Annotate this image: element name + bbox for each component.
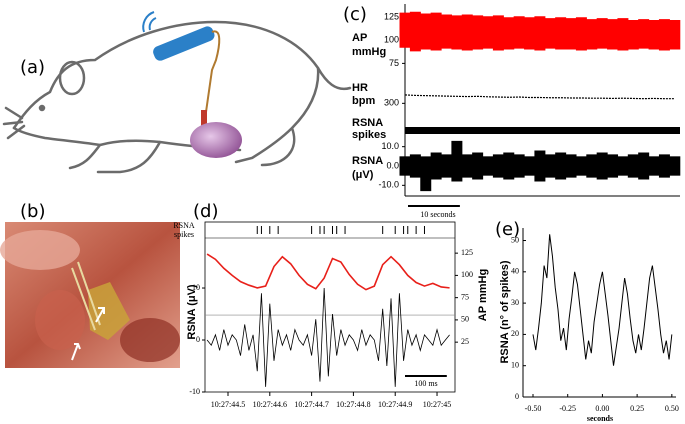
panel-label: (a) [20,57,45,78]
y-axis-label: HR [352,82,368,94]
rat-illustration [2,20,352,174]
scale-bar-label: 10 seconds [420,210,455,219]
y-axis-label: RSNA [352,117,383,129]
y-axis-label: RSNA (n° of spikes) [499,260,511,363]
y-axis-label: spikes [352,129,386,141]
y-tick-label: 10.0 [381,141,399,151]
trace-line [206,288,450,387]
x-tick-label: 10:27:44.9 [378,400,412,409]
y2-tick-label: 75 [461,292,469,301]
y-tick-label: -10 [189,387,200,396]
y2-axis-label: AP mmHg [477,269,489,321]
y-axis-label: RSNA [352,155,383,167]
trace-line [404,94,675,100]
transmitter [142,11,242,158]
x-tick-label: 10:27:44.6 [253,400,287,409]
y-axis-label: RSNA (μV) [186,284,198,340]
x-tick-label: -0.50 [525,404,542,413]
spikes-label: spikes [174,230,194,239]
y-tick-label: 10 [511,361,519,370]
y-axis-label: (μV) [352,169,374,181]
y-tick-label: 20 [511,329,519,338]
plot-frame [204,221,456,393]
y-axis-label: AP [352,32,367,44]
panel-label: (d) [193,201,218,222]
surgery-photo [0,222,180,368]
y-tick-label: 30 [511,298,519,307]
trace-line [206,253,450,291]
x-tick-label: 0.50 [665,404,679,413]
y-tick-label: 0 [515,392,519,401]
panel-label: (b) [20,201,45,222]
x-tick-label: 0.25 [630,404,644,413]
x-tick-label: 10:27:45 [423,400,451,409]
y-axis-label: bpm [352,95,375,107]
panel-label: (c) [343,4,367,25]
y-tick-label: 75 [389,58,399,68]
y2-tick-label: 25 [461,337,469,346]
y-tick-label: 10 [192,283,200,292]
spike-raster [405,127,680,134]
y-tick-label: 125 [384,12,399,22]
y-tick-label: 50 [511,235,519,244]
y-tick-label: 0 [196,335,200,344]
spikes-label: RSNA [173,221,195,230]
y2-tick-label: 50 [461,315,469,324]
x-tick-label: 10:27:44.5 [211,400,245,409]
y-tick-label: 100 [384,35,399,45]
x-axis-label: seconds [587,414,613,423]
trace-line [532,234,673,366]
y-tick-label: -10.0 [378,180,399,190]
y-tick-label: 300 [384,98,399,108]
y-tick-label: 0.0 [386,160,399,170]
x-tick-label: 10:27:44.7 [294,400,328,409]
panel-label: (e) [495,219,520,240]
y-axis-label: mmHg [352,46,386,58]
y2-tick-label: 100 [461,270,473,279]
x-tick-label: 10:27:44.8 [336,400,370,409]
scale-bar-label: 100 ms [414,379,437,388]
y2-tick-label: 125 [461,248,473,257]
x-tick-label: 0.00 [595,404,609,413]
y-tick-label: 40 [511,267,519,276]
x-tick-label: -0.25 [559,404,576,413]
